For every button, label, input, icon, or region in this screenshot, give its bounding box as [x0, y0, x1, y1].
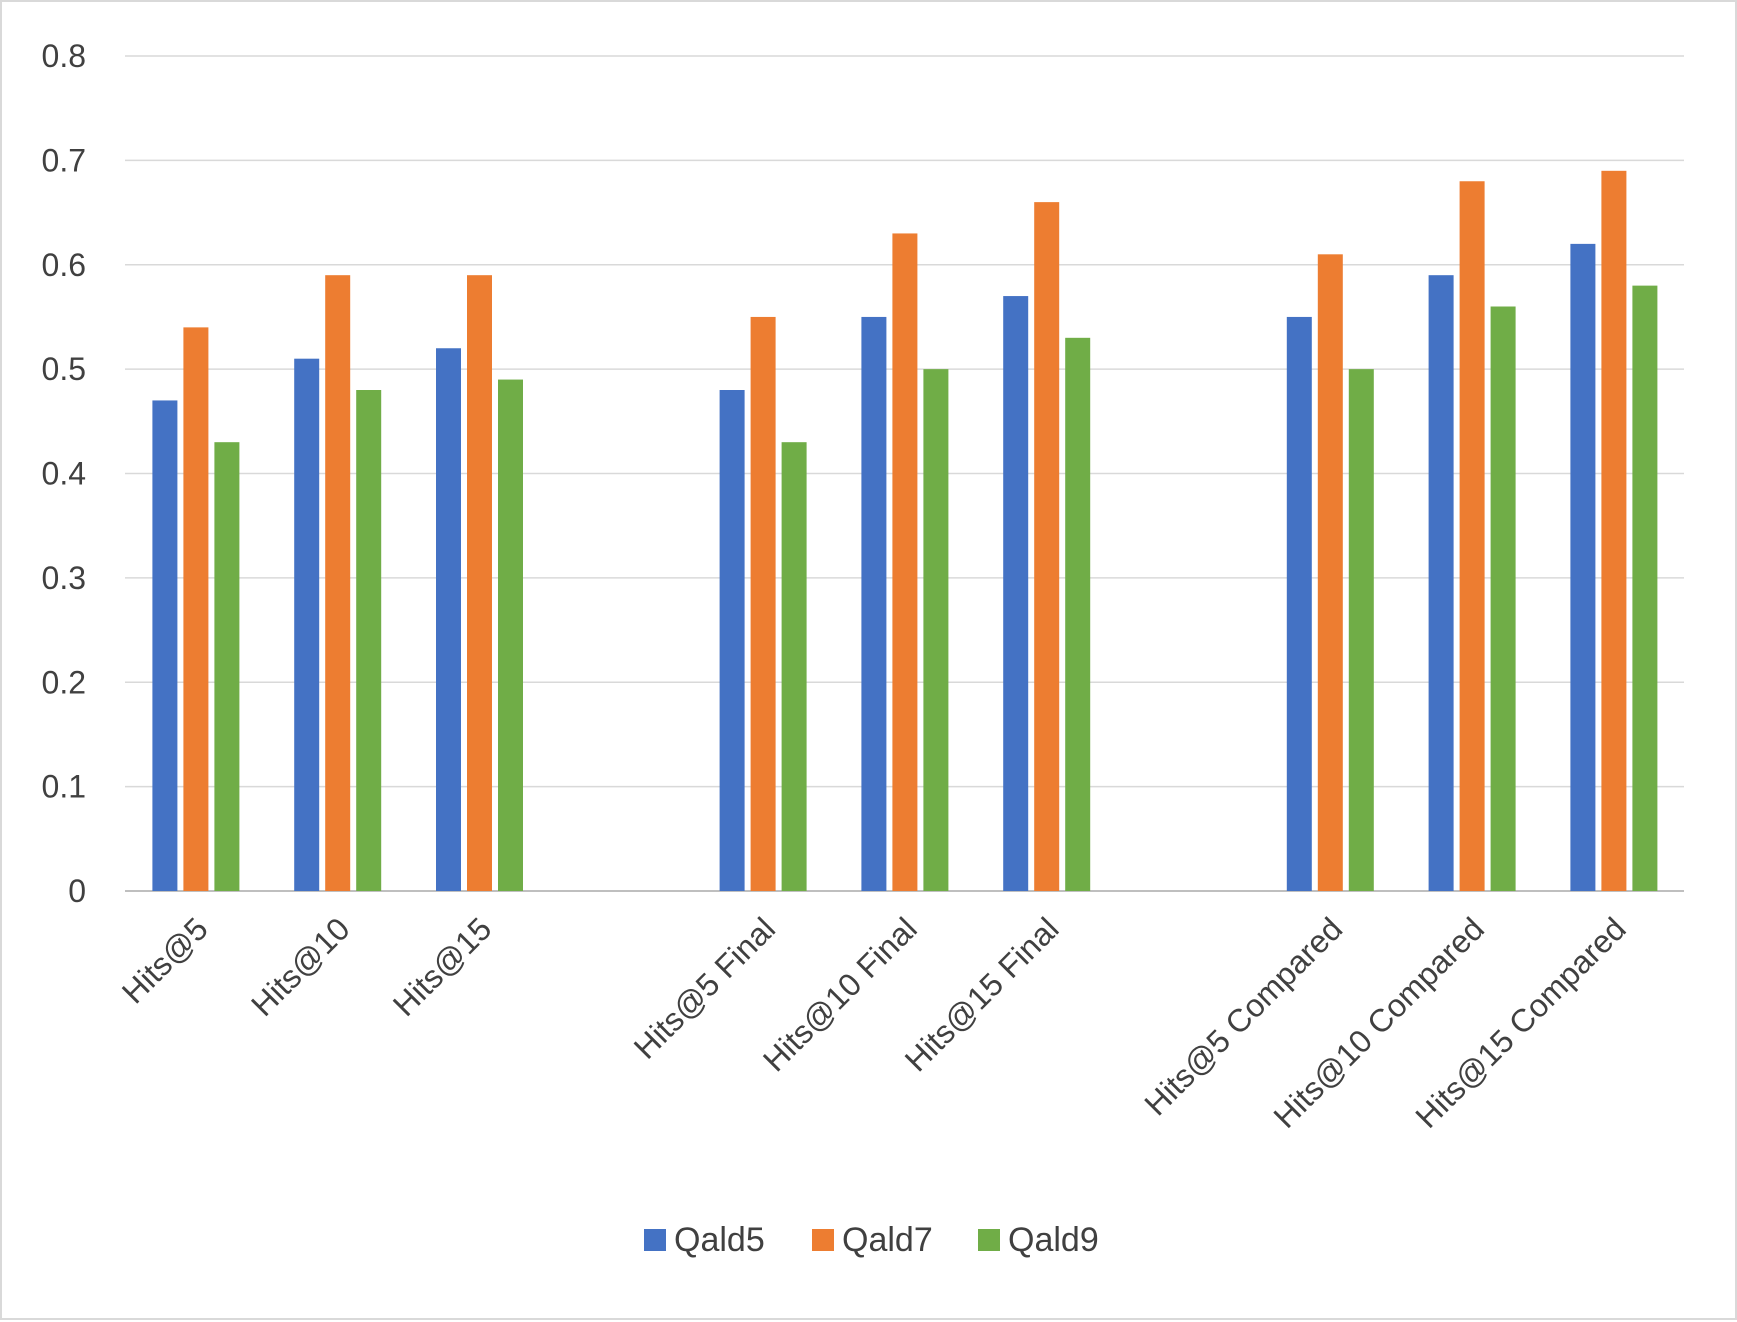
- bar-qald7: [183, 327, 209, 891]
- bar-qald5: [719, 390, 745, 891]
- bar-qald7: [1459, 181, 1485, 891]
- bar-qald9: [1632, 285, 1658, 891]
- bar-qald5: [294, 358, 320, 891]
- bar-qald7: [1601, 170, 1627, 891]
- bar-qald7: [1034, 202, 1060, 891]
- legend-label-qald7: Qald7: [842, 1221, 933, 1259]
- bar-qald9: [1348, 369, 1374, 891]
- y-tick-label: 0.3: [42, 560, 86, 596]
- bar-qald9: [498, 379, 523, 891]
- bar-qald5: [436, 348, 461, 891]
- x-tick-label: Hits@10: [244, 910, 357, 1023]
- y-tick-label: 0.5: [42, 351, 86, 387]
- legend-swatch-qald7: [812, 1229, 834, 1251]
- bar-qald7: [325, 275, 351, 891]
- bar-qald5: [861, 316, 887, 891]
- bar-qald9: [214, 442, 240, 891]
- x-tick-label: Hits@5 Final: [627, 910, 782, 1065]
- y-tick-label: 0.8: [42, 38, 86, 74]
- bar-qald7: [750, 316, 776, 891]
- y-tick-label: 0.6: [42, 247, 86, 283]
- bar-qald7: [467, 275, 492, 891]
- bar-qald5: [152, 400, 178, 891]
- bar-qald5: [1428, 275, 1454, 891]
- y-tick-label: 0.1: [42, 769, 86, 805]
- legend-swatch-qald5: [644, 1229, 666, 1251]
- legend-swatch-qald9: [978, 1229, 1000, 1251]
- bar-qald9: [923, 369, 949, 891]
- bar-qald7: [892, 233, 918, 891]
- legend-label-qald5: Qald5: [674, 1221, 765, 1259]
- bar-qald9: [1065, 337, 1091, 891]
- bar-qald5: [1570, 243, 1596, 891]
- x-tick-label: Hits@15: [386, 910, 499, 1023]
- bar-qald9: [356, 390, 382, 891]
- bar-qald7: [1317, 254, 1343, 891]
- bar-qald9: [1490, 306, 1516, 891]
- x-tick-label: Hits@5: [115, 910, 215, 1010]
- bar-qald5: [1286, 316, 1312, 891]
- y-tick-label: 0.4: [42, 456, 86, 492]
- legend-label-qald9: Qald9: [1008, 1221, 1099, 1259]
- y-tick-label: 0.2: [42, 664, 86, 700]
- y-tick-label: 0: [68, 873, 86, 909]
- bar-qald9: [781, 442, 807, 891]
- y-tick-label: 0.7: [42, 142, 86, 178]
- bar-qald5: [1003, 296, 1029, 891]
